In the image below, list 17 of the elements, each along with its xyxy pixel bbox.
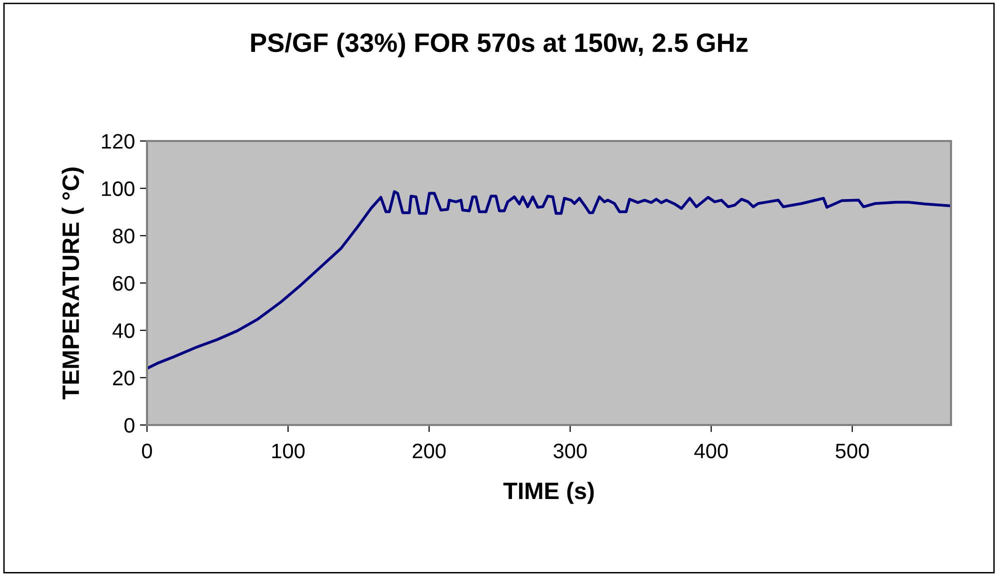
- y-tick-label: 0: [124, 418, 134, 433]
- x-tick-label: 200: [412, 444, 446, 458]
- line-series: [147, 190, 951, 370]
- x-tick-label: 100: [272, 444, 305, 458]
- y-tick-label: 40: [112, 323, 134, 338]
- x-tick-label: 0: [142, 444, 152, 458]
- y-tick-label: 100: [102, 181, 134, 196]
- x-tick-label: 300: [554, 444, 587, 458]
- x-tick-label: 500: [836, 444, 869, 458]
- y-tick-label: 120: [102, 134, 134, 149]
- x-tick-label: 400: [694, 444, 728, 458]
- chart-title: PS/GF (33%) FOR 570s at 150w, 2.5 GHz: [251, 32, 748, 58]
- y-tick-label: 60: [113, 276, 134, 291]
- x-axis-title: TIME (s): [503, 482, 594, 504]
- y-tick-label: 20: [113, 370, 134, 386]
- y-tick-label: 80: [112, 228, 134, 244]
- y-axis-title: TEMPERATURE ( °C): [62, 168, 84, 400]
